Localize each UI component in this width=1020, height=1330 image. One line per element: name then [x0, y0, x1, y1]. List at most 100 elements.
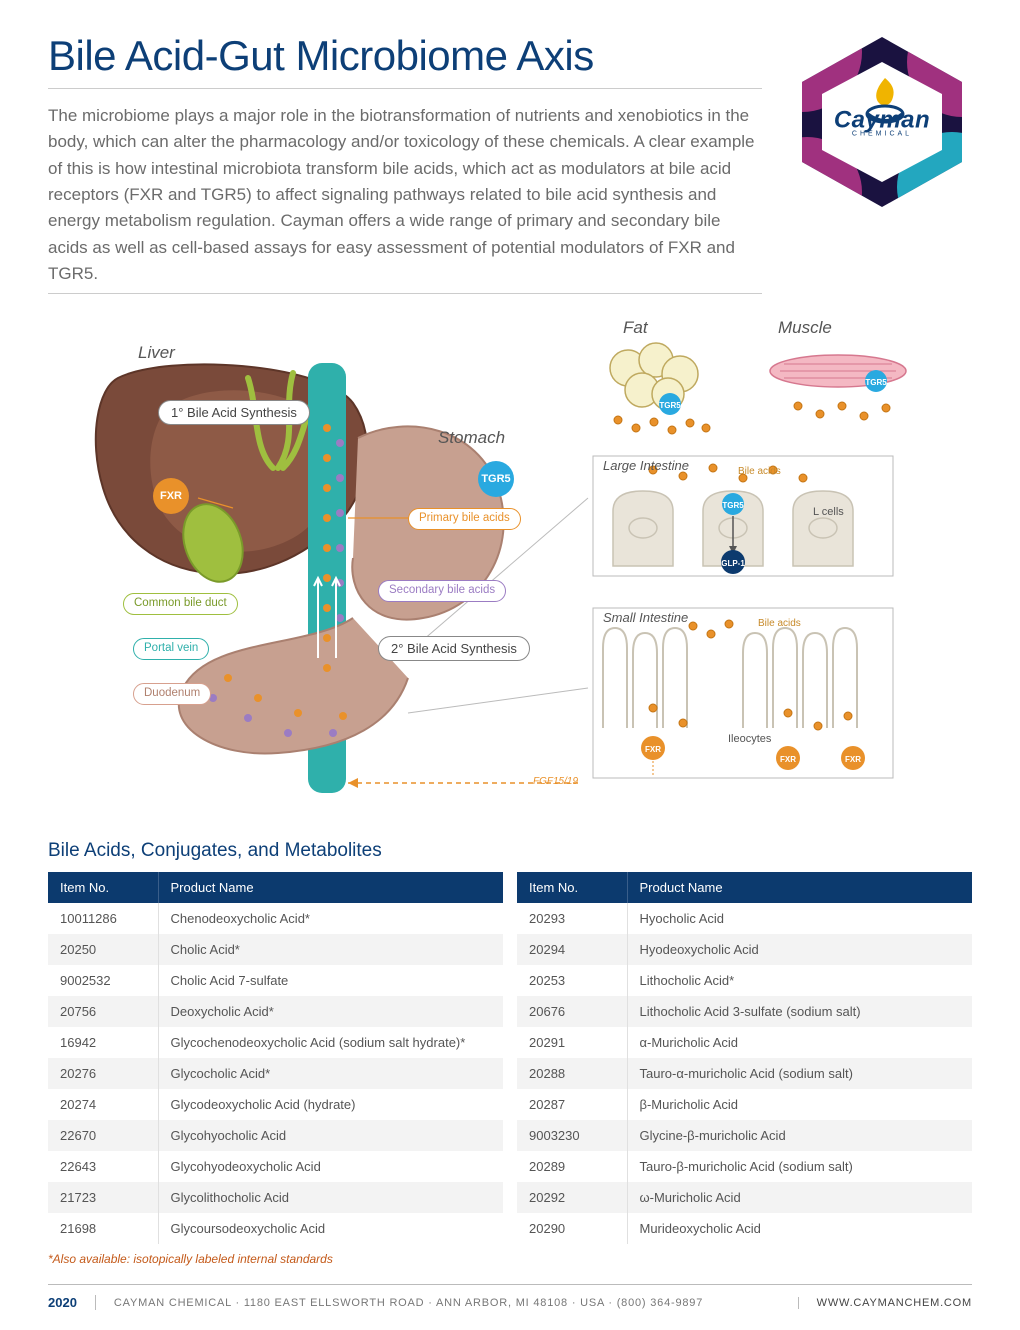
- table-cell: Lithocholic Acid*: [627, 965, 972, 996]
- diagram-svg: TGR5 TGR5: [48, 318, 972, 818]
- table-cell: 20253: [517, 965, 627, 996]
- table-row: 16942Glycochenodeoxycholic Acid (sodium …: [48, 1027, 503, 1058]
- pill-secondary-ba: Secondary bile acids: [378, 580, 506, 602]
- table-cell: 22670: [48, 1120, 158, 1151]
- label-muscle: Muscle: [778, 318, 832, 338]
- table-row: 22670Glycohyocholic Acid: [48, 1120, 503, 1151]
- table-cell: Glycochenodeoxycholic Acid (sodium salt …: [158, 1027, 503, 1058]
- table-cell: 22643: [48, 1151, 158, 1182]
- table-cell: 20756: [48, 996, 158, 1027]
- svg-text:FXR: FXR: [845, 755, 861, 764]
- label-liver: Liver: [138, 343, 175, 363]
- table-cell: 20290: [517, 1213, 627, 1244]
- table-row: 20287β-Muricholic Acid: [517, 1089, 972, 1120]
- table-cell: 9002532: [48, 965, 158, 996]
- table-row: 10011286Chenodeoxycholic Acid*: [48, 903, 503, 934]
- intro-text: The microbiome plays a major role in the…: [48, 103, 762, 287]
- table-cell: 21723: [48, 1182, 158, 1213]
- footer-year: 2020: [48, 1295, 96, 1310]
- label-bile-acids-large: Bile acids: [738, 466, 781, 477]
- table-cell: Glycine-β-muricholic Acid: [627, 1120, 972, 1151]
- table-cell: Glycocholic Acid*: [158, 1058, 503, 1089]
- logo: Cayman CHEMICAL: [792, 32, 972, 212]
- table-row: 20756Deoxycholic Acid*: [48, 996, 503, 1027]
- col-product-name: Product Name: [627, 872, 972, 903]
- table-cell: Glycoursodeoxycholic Acid: [158, 1213, 503, 1244]
- col-item-no: Item No.: [517, 872, 627, 903]
- table-cell: 20276: [48, 1058, 158, 1089]
- table-row: 20294Hyodeoxycholic Acid: [517, 934, 972, 965]
- table-cell: α-Muricholic Acid: [627, 1027, 972, 1058]
- table-cell: Deoxycholic Acid*: [158, 996, 503, 1027]
- table-row: 20253Lithocholic Acid*: [517, 965, 972, 996]
- table-row: 20276Glycocholic Acid*: [48, 1058, 503, 1089]
- table-footnote: *Also available: isotopically labeled in…: [48, 1252, 972, 1266]
- divider: [48, 88, 762, 89]
- pill-portal-vein: Portal vein: [133, 638, 209, 660]
- pill-primary-synthesis: 1° Bile Acid Synthesis: [158, 400, 310, 425]
- table-cell: Murideoxycholic Acid: [627, 1213, 972, 1244]
- label-fat: Fat: [623, 318, 648, 338]
- footer-url: WWW.CAYMANCHEM.COM: [798, 1297, 972, 1309]
- table-cell: Glycodeoxycholic Acid (hydrate): [158, 1089, 503, 1120]
- table-cell: Tauro-α-muricholic Acid (sodium salt): [627, 1058, 972, 1089]
- header-left: Bile Acid-Gut Microbiome Axis The microb…: [48, 32, 762, 308]
- label-ileocytes: Ileocytes: [728, 733, 771, 745]
- table-row: 22643Glycohyodeoxycholic Acid: [48, 1151, 503, 1182]
- label-small-intestine: Small Intestine: [603, 610, 688, 625]
- footer-address: CAYMAN CHEMICAL · 1180 EAST ELLSWORTH RO…: [114, 1297, 780, 1309]
- table-cell: Cholic Acid*: [158, 934, 503, 965]
- table-row: 20289Tauro-β-muricholic Acid (sodium sal…: [517, 1151, 972, 1182]
- table-cell: 20294: [517, 934, 627, 965]
- svg-text:TGR5: TGR5: [722, 501, 744, 510]
- table-row: 21723Glycolithocholic Acid: [48, 1182, 503, 1213]
- table-cell: Glycohyocholic Acid: [158, 1120, 503, 1151]
- table-cell: 9003230: [517, 1120, 627, 1151]
- label-large-intestine: Large Intestine: [603, 458, 689, 473]
- label-fgf: FGF15/19: [533, 776, 578, 787]
- table-cell: 20289: [517, 1151, 627, 1182]
- table-row: 20291α-Muricholic Acid: [517, 1027, 972, 1058]
- pill-common-duct: Common bile duct: [123, 593, 238, 615]
- table-cell: 20287: [517, 1089, 627, 1120]
- pill-secondary-synthesis: 2° Bile Acid Synthesis: [378, 636, 530, 661]
- table-cell: Chenodeoxycholic Acid*: [158, 903, 503, 934]
- table-cell: 20291: [517, 1027, 627, 1058]
- col-item-no: Item No.: [48, 872, 158, 903]
- divider: [48, 293, 762, 294]
- table-cell: Glycohyodeoxycholic Acid: [158, 1151, 503, 1182]
- svg-text:FXR: FXR: [645, 745, 661, 754]
- table-cell: β-Muricholic Acid: [627, 1089, 972, 1120]
- table-row: 21698Glycoursodeoxycholic Acid: [48, 1213, 503, 1244]
- svg-text:FXR: FXR: [780, 755, 796, 764]
- table-cell: 20274: [48, 1089, 158, 1120]
- table-cell: 20676: [517, 996, 627, 1027]
- page-title: Bile Acid-Gut Microbiome Axis: [48, 32, 762, 80]
- col-product-name: Product Name: [158, 872, 503, 903]
- table-heading: Bile Acids, Conjugates, and Metabolites: [48, 840, 972, 862]
- pill-duodenum: Duodenum: [133, 683, 211, 705]
- footer: 2020 CAYMAN CHEMICAL · 1180 EAST ELLSWOR…: [48, 1284, 972, 1310]
- table-cell: Hyodeoxycholic Acid: [627, 934, 972, 965]
- table-cell: Lithocholic Acid 3-sulfate (sodium salt): [627, 996, 972, 1027]
- table-row: 20293Hyocholic Acid: [517, 903, 972, 934]
- table-row: 20292ω-Muricholic Acid: [517, 1182, 972, 1213]
- table-cell: Cholic Acid 7-sulfate: [158, 965, 503, 996]
- products-table-left: Item No. Product Name 10011286Chenodeoxy…: [48, 872, 503, 1244]
- table-cell: 20288: [517, 1058, 627, 1089]
- table-cell: 20250: [48, 934, 158, 965]
- table-row: 20676Lithocholic Acid 3-sulfate (sodium …: [517, 996, 972, 1027]
- products-table-right: Item No. Product Name 20293Hyocholic Aci…: [517, 872, 972, 1244]
- svg-text:GLP-1: GLP-1: [721, 559, 745, 568]
- header-row: Bile Acid-Gut Microbiome Axis The microb…: [48, 32, 972, 308]
- tables-row: Item No. Product Name 10011286Chenodeoxy…: [48, 872, 972, 1244]
- table-row: 9002532Cholic Acid 7-sulfate: [48, 965, 503, 996]
- label-stomach: Stomach: [438, 428, 505, 448]
- table-cell: 21698: [48, 1213, 158, 1244]
- table-row: 9003230Glycine-β-muricholic Acid: [517, 1120, 972, 1151]
- table-cell: 20292: [517, 1182, 627, 1213]
- table-cell: Glycolithocholic Acid: [158, 1182, 503, 1213]
- table-cell: 16942: [48, 1027, 158, 1058]
- table-cell: Hyocholic Acid: [627, 903, 972, 934]
- table-cell: Tauro-β-muricholic Acid (sodium salt): [627, 1151, 972, 1182]
